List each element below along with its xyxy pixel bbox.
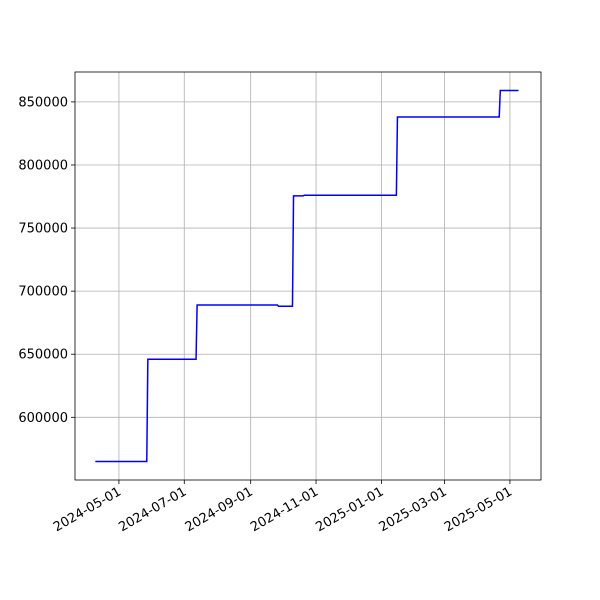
- x-tick-label: 2025-01-01: [313, 484, 386, 535]
- x-tick-label: 2025-05-01: [442, 484, 515, 535]
- y-tick-label: 850000: [18, 95, 68, 110]
- y-tick-label: 800000: [18, 158, 68, 173]
- y-tick-label: 650000: [18, 348, 68, 363]
- x-tick-label: 2025-03-01: [377, 484, 450, 535]
- x-tick-label: 2024-07-01: [116, 484, 189, 535]
- plot-frame: [74, 71, 542, 481]
- y-tick-label: 600000: [18, 411, 68, 426]
- line-series: [95, 89, 519, 463]
- y-tick-label: 700000: [18, 285, 68, 300]
- x-tick-label: 2024-11-01: [248, 484, 321, 535]
- x-tick-label: 2024-09-01: [183, 484, 256, 535]
- y-tick-label: 750000: [18, 222, 68, 237]
- x-tick-label: 2024-05-01: [51, 484, 124, 535]
